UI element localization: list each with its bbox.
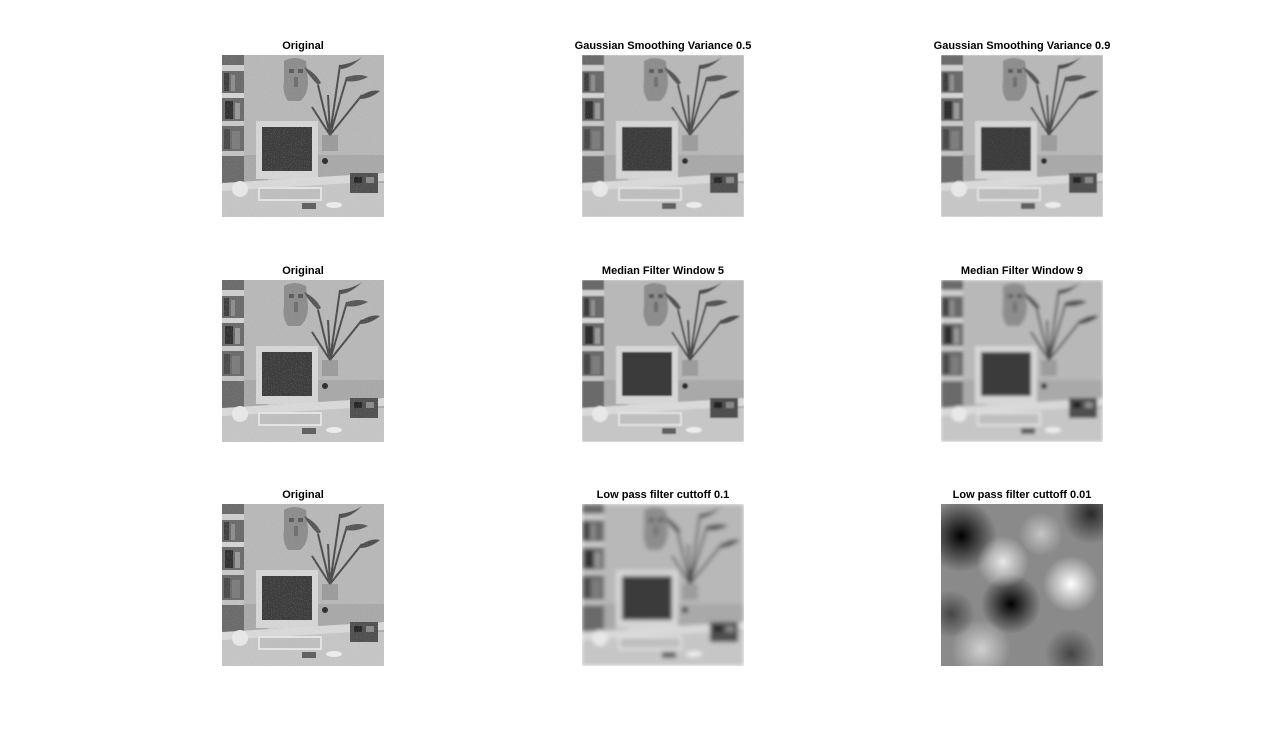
noisy-original-image — [222, 504, 384, 666]
noisy-original-image — [222, 55, 384, 217]
lowpass-filtered-image — [582, 504, 744, 666]
median-filtered-image — [941, 280, 1103, 442]
lowpass-filtered-image — [941, 504, 1103, 666]
panel-title: Original — [282, 265, 324, 277]
panel-title: Gaussian Smoothing Variance 0.9 — [933, 40, 1111, 52]
panel-title: Gaussian Smoothing Variance 0.5 — [574, 40, 752, 52]
gaussian-smoothed-image — [582, 55, 744, 217]
panel-title: Original — [282, 489, 324, 501]
panel-title: Median Filter Window 5 — [601, 265, 725, 277]
noisy-original-image — [222, 280, 384, 442]
gaussian-smoothed-image — [941, 55, 1103, 217]
panel-title: Median Filter Window 9 — [960, 265, 1084, 277]
panel-title: Low pass filter cuttoff 0.1 — [596, 489, 730, 501]
panel-title: Low pass filter cuttoff 0.01 — [952, 489, 1092, 501]
panel-title: Original — [282, 40, 324, 52]
median-filtered-image — [582, 280, 744, 442]
